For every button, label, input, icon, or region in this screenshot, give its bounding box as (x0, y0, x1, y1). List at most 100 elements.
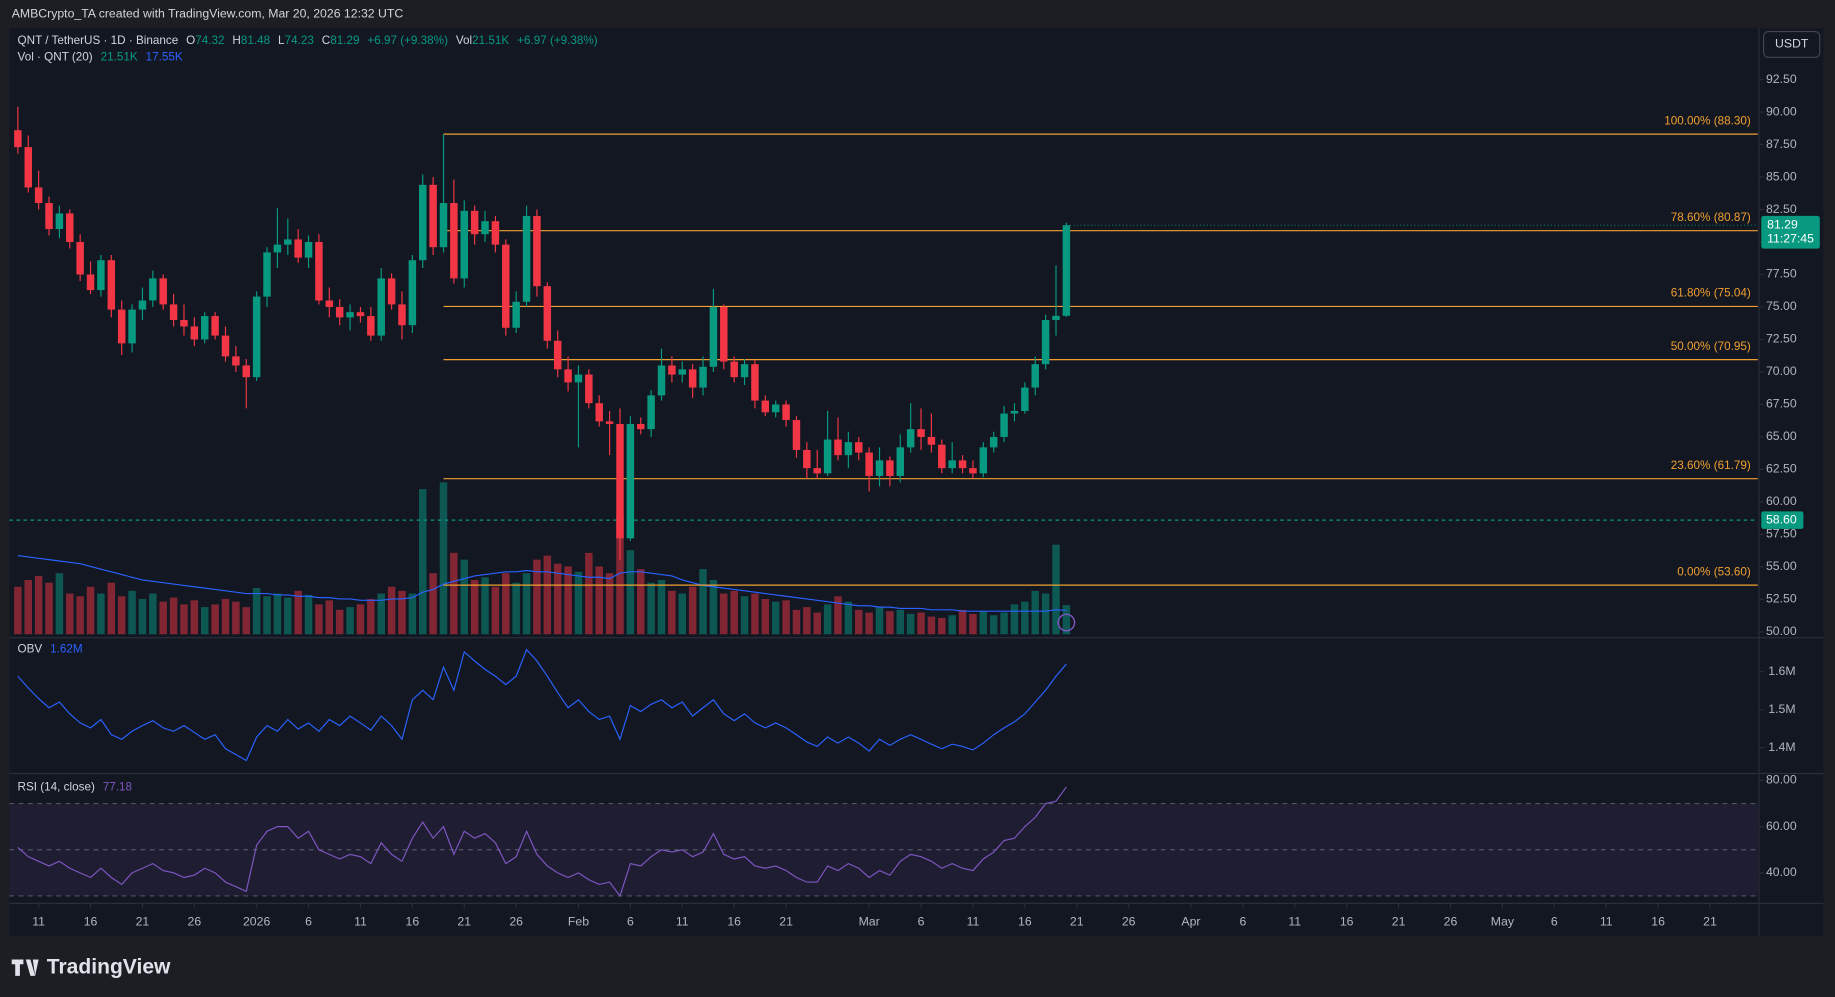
volume-bar (86, 586, 95, 635)
volume-bar (875, 607, 884, 635)
volume-bar (709, 579, 718, 635)
candle-body (637, 423, 645, 430)
c-value: 81.29 (330, 34, 359, 47)
x-tick-label: 26 (1444, 914, 1458, 928)
candle-body (917, 429, 925, 437)
volume-bar (512, 582, 520, 635)
obv-title: OBV (18, 643, 43, 656)
x-tick-label: 6 (1239, 914, 1246, 928)
candle-body (439, 203, 448, 248)
volume-bar (502, 573, 510, 635)
volume-bar (377, 593, 385, 635)
volume-bar (1041, 593, 1050, 635)
y-tick-label: 80.00 (1766, 773, 1797, 787)
vol-value: 21.51K (101, 50, 138, 63)
change: +6.97 (+9.38%) (367, 34, 448, 47)
candle-body (159, 278, 167, 305)
alert-tag (1761, 511, 1804, 529)
volume-bar (128, 590, 136, 635)
volume-bar (1021, 601, 1029, 635)
candle-body (512, 301, 520, 328)
candle-body (325, 300, 334, 307)
candle-body (387, 278, 396, 305)
candle-body (76, 242, 84, 275)
y-tick-label: 60.00 (1766, 494, 1797, 508)
candle-body (720, 306, 728, 362)
volume-bar (180, 604, 188, 635)
candle-body (284, 239, 292, 245)
x-tick-label: 6 (1551, 914, 1558, 928)
candle-body (865, 452, 873, 476)
volume-bar (470, 579, 479, 635)
y-tick-label: 40.00 (1766, 865, 1797, 879)
volume-bar (149, 593, 157, 635)
volume-bar (14, 586, 22, 635)
l-value: 74.23 (285, 34, 314, 47)
volume-bar (398, 590, 406, 635)
x-tick-label: 16 (84, 914, 98, 928)
volume-bar (439, 482, 448, 635)
last-price-tag (1761, 215, 1820, 249)
candle-body (605, 421, 614, 424)
volume-bar (647, 582, 655, 635)
x-tick-label: May (1491, 914, 1515, 928)
candle-body (149, 278, 157, 301)
volume-bar (574, 571, 583, 635)
volume-bar (751, 593, 759, 635)
candle-body (886, 460, 894, 476)
x-tick-label: 16 (1018, 914, 1032, 928)
vol-ma-title: Vol · QNT (20) (18, 50, 93, 63)
candle-body (533, 216, 541, 287)
candle-body (450, 203, 458, 279)
candle-body (66, 213, 74, 243)
volume-bar (263, 596, 271, 635)
rsi-legend: RSI (14, close) 77.18 (18, 781, 132, 794)
candle-body (1031, 364, 1039, 388)
candle-body (958, 460, 967, 469)
volume-bar (688, 586, 697, 635)
volume-bar (460, 559, 469, 635)
candle-body (304, 242, 313, 258)
volume-bar (803, 607, 811, 635)
y-tick-label: 1.6M (1768, 664, 1795, 678)
candle-body (979, 447, 988, 474)
volume-bar (948, 615, 956, 635)
candle-body (356, 312, 365, 317)
volume-bar (740, 596, 749, 635)
attribution: AMBCrypto_TA created with TradingView.co… (12, 6, 404, 20)
candle-body (491, 221, 500, 245)
obv-legend: OBV 1.62M (18, 643, 83, 656)
candle-body (294, 239, 302, 258)
y-tick-label: 57.50 (1766, 527, 1797, 541)
h-value: 81.48 (241, 34, 270, 47)
candle-body (55, 213, 64, 230)
volume-bar (97, 593, 105, 635)
volume-bar (595, 566, 603, 635)
candle-body (45, 203, 53, 230)
volume-bar (906, 613, 915, 635)
candle-body (1010, 410, 1019, 414)
candle-body (138, 300, 147, 310)
candle-body (668, 365, 676, 375)
currency-button[interactable] (1763, 31, 1821, 58)
y-tick-label: 62.50 (1766, 462, 1797, 476)
candle-body (792, 420, 801, 450)
y-tick-label: 85.00 (1766, 169, 1797, 183)
volume-bar (138, 598, 147, 635)
candle-body (481, 221, 489, 235)
y-tick-label: 55.00 (1766, 559, 1797, 573)
vol-key: Vol (456, 34, 472, 47)
candle-body (948, 460, 956, 469)
volume-bar (637, 569, 645, 635)
x-tick-label: 16 (1340, 914, 1354, 928)
candle-body (574, 374, 583, 383)
candle-body (678, 369, 687, 375)
volume-bar (834, 596, 842, 635)
candle-body (273, 244, 282, 253)
volume-bar (865, 612, 873, 635)
candle-body (553, 340, 562, 370)
vol-value: 21.51K (472, 34, 509, 47)
x-tick-label: 16 (727, 914, 741, 928)
candle-body (1062, 225, 1071, 316)
volume-bar (491, 586, 500, 635)
